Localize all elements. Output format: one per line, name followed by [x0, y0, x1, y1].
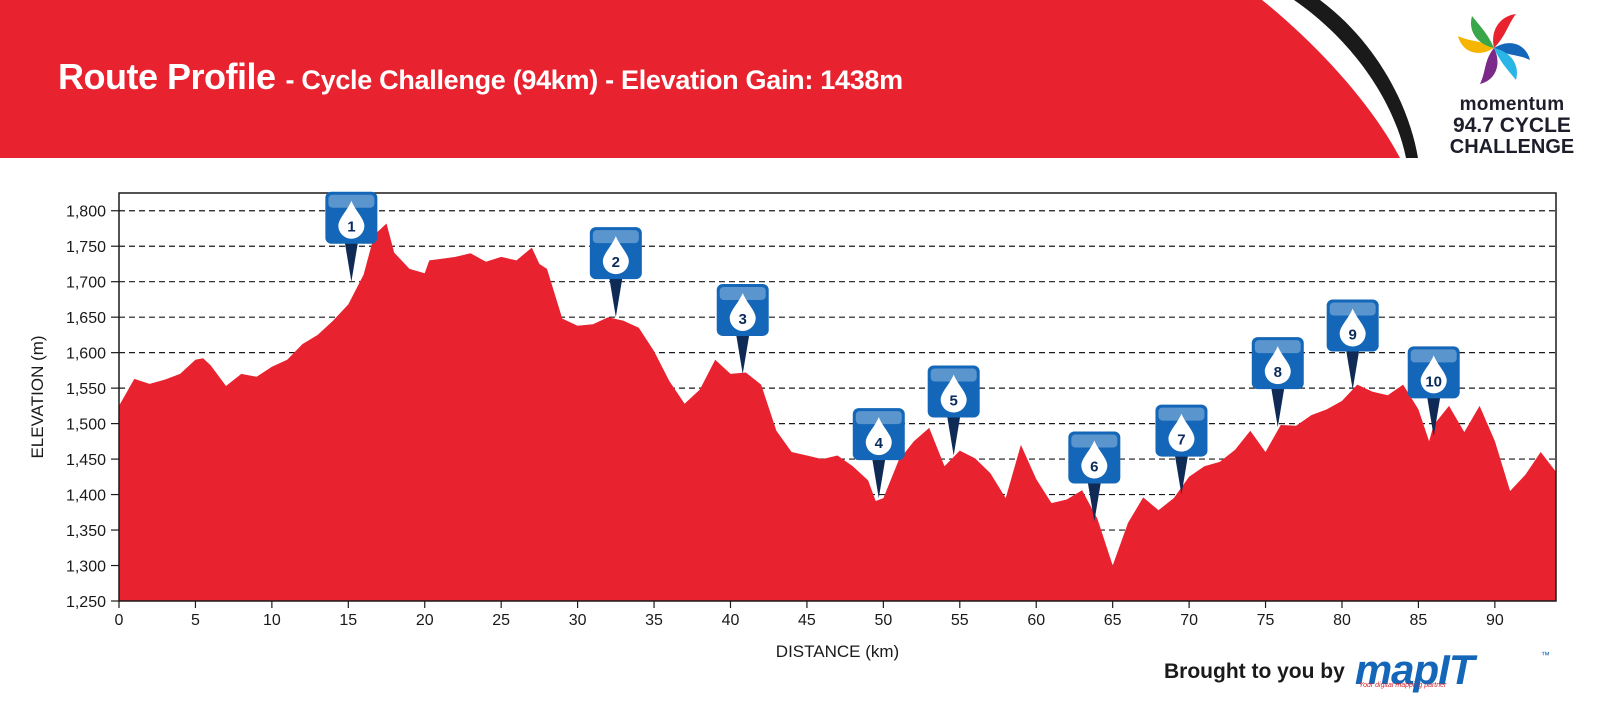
header-black-swoosh: [1294, 0, 1418, 158]
marker-pin: [1345, 347, 1360, 390]
y-tick-label: 1,800: [66, 204, 106, 221]
water-point-9: 9: [1326, 299, 1379, 390]
water-drop-icon: [1339, 308, 1366, 347]
water-drop-icon: [1168, 413, 1195, 452]
water-point-1: 1: [325, 191, 378, 282]
water-point-8: 8: [1251, 337, 1304, 428]
y-tick-label: 1,300: [66, 559, 106, 576]
mapit-wordmark: mapIT: [1355, 649, 1555, 691]
marker-number: 9: [1349, 327, 1357, 344]
x-tick-label: 75: [1257, 612, 1275, 629]
brought-to-you-text: Brought to you by: [1164, 660, 1345, 683]
logo-brand: momentum: [1459, 94, 1565, 115]
marker-number: 5: [950, 393, 958, 410]
y-tick-label: 1,350: [66, 523, 106, 540]
header-band: [0, 0, 1418, 158]
water-point-6: 6: [1068, 431, 1121, 522]
x-tick-label: 50: [874, 612, 892, 629]
water-drop-icon: [1420, 355, 1447, 394]
mapit-logo: mapIT ™ Your digital mapping partner: [1355, 649, 1555, 692]
marker-number: 8: [1274, 364, 1282, 381]
route-profile-subtitle: - Cycle Challenge (94km) - Elevation Gai…: [285, 65, 904, 95]
elevation-area: [119, 223, 1556, 601]
water-drop-icon: [338, 200, 365, 239]
x-tick-label: 15: [339, 612, 357, 629]
water-point-5: 5: [927, 365, 980, 456]
x-tick-label: 20: [416, 612, 434, 629]
x-axis-title: DISTANCE (km): [776, 642, 899, 661]
marker-number: 7: [1177, 432, 1185, 449]
marker-number: 1: [347, 219, 355, 236]
route-profile-title: Route Profile: [58, 56, 276, 97]
x-tick-label: 45: [798, 612, 816, 629]
x-tick-label: 85: [1410, 612, 1428, 629]
y-tick-label: 1,550: [66, 381, 106, 398]
marker-pin: [608, 275, 623, 318]
x-tick-label: 5: [191, 612, 200, 629]
marker-pin: [1426, 394, 1441, 437]
logo-line1: 94.7 CYCLE: [1453, 114, 1571, 137]
x-tick-label: 80: [1333, 612, 1351, 629]
x-tick-label: 40: [722, 612, 740, 629]
marker-number: 2: [612, 254, 620, 271]
page-title: Route Profile - Cycle Challenge (94km) -…: [58, 56, 903, 106]
marker-number: 3: [739, 311, 747, 328]
water-point-3: 3: [716, 283, 769, 374]
trademark-mark: ™: [1540, 650, 1550, 660]
x-tick-label: 10: [263, 612, 281, 629]
x-tick-label: 65: [1104, 612, 1122, 629]
mapit-tagline: Your digital mapping partner: [1358, 682, 1447, 689]
footer-credit: Brought to you by mapIT ™ Your digital m…: [1164, 649, 1555, 692]
plot-frame: [118, 192, 1557, 602]
logo-line2: CHALLENGE: [1449, 136, 1575, 158]
marker-number: 10: [1425, 373, 1442, 390]
x-tick-label: 25: [492, 612, 510, 629]
marker-pin: [946, 413, 961, 456]
marker-pin: [871, 456, 886, 499]
y-tick-label: 1,500: [66, 417, 106, 434]
water-point-4: 4: [852, 408, 905, 499]
water-drop-icon: [1081, 440, 1108, 479]
marker-pin: [1174, 452, 1189, 495]
mapit-text: mapIT: [1354, 646, 1475, 693]
y-tick-label: 1,700: [66, 275, 106, 292]
y-tick-label: 1,400: [66, 488, 106, 505]
water-point-10: 10: [1407, 346, 1460, 437]
x-tick-label: 0: [115, 612, 124, 629]
marker-pin: [735, 331, 750, 374]
marker-pin: [1270, 385, 1285, 428]
x-tick-label: 60: [1027, 612, 1045, 629]
y-tick-label: 1,600: [66, 346, 106, 363]
header-red-band: [0, 0, 1400, 158]
water-drop-icon: [729, 292, 756, 331]
pinwheel-logo-icon: [1458, 14, 1530, 84]
y-axis: 1,250 1,300 1,350 1,400 1,450 1,500 1,550 1,600…: [66, 204, 119, 611]
marker-number: 6: [1090, 459, 1098, 476]
y-tick-label: 1,750: [66, 239, 106, 256]
x-tick-label: 90: [1486, 612, 1504, 629]
marker-pin: [344, 239, 359, 282]
y-axis-title: ELEVATION (m): [28, 335, 47, 458]
water-point-7: 7: [1155, 404, 1208, 495]
water-drop-icon: [1264, 346, 1291, 385]
water-point-2: 2: [589, 227, 642, 318]
y-tick-label: 1,250: [66, 594, 106, 611]
marker-pin: [1087, 479, 1102, 522]
x-axis: 0 5 10 15 20 25 30 35 40 45 50 55 60 65 70 75 80 85 90: [115, 601, 1504, 629]
water-drop-icon: [940, 374, 967, 413]
water-drop-icon: [865, 417, 892, 456]
x-tick-label: 30: [569, 612, 587, 629]
marker-number: 4: [875, 435, 884, 452]
water-point-markers: 1 2 3 4 5 6 7 8 9 10: [325, 191, 1460, 522]
y-tick-label: 1,650: [66, 310, 106, 327]
x-tick-label: 70: [1180, 612, 1198, 629]
water-drop-icon: [602, 236, 629, 275]
y-tick-label: 1,450: [66, 452, 106, 469]
x-tick-label: 55: [951, 612, 969, 629]
x-tick-label: 35: [645, 612, 663, 629]
momentum-logo: momentum 94.7 CYCLE CHALLENGE: [1432, 6, 1592, 158]
